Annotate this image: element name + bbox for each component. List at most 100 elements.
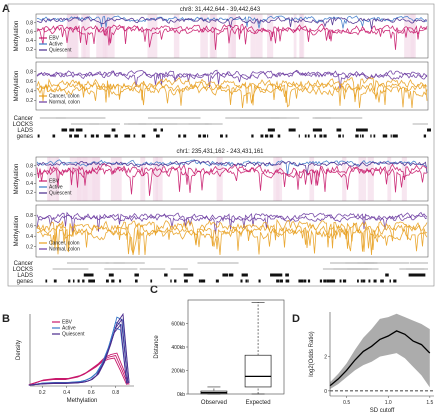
- r2-top-shade: [387, 157, 392, 201]
- r2-gene-block: [380, 279, 384, 283]
- r1-bottom-series-line: [36, 84, 428, 109]
- r2-gene-block: [319, 279, 323, 283]
- r1-top-shade: [96, 14, 106, 58]
- pd-ci-band: [330, 313, 430, 390]
- r1-gene-block: [251, 134, 254, 138]
- r1-lad-block: [69, 128, 75, 132]
- r1-gene-block: [114, 134, 118, 138]
- r1-top-shade: [293, 14, 297, 58]
- r1-top-series-line: [36, 23, 428, 46]
- r1-top-shade: [410, 14, 415, 58]
- r2-top-frame: [35, 156, 429, 202]
- panel-b: 0.2 0.4 0.6 0.8 Methylation Density EBVActiveQ…: [16, 312, 134, 404]
- r2-gene-block: [134, 279, 138, 283]
- r2-gene-block: [77, 279, 80, 283]
- r1-bottom-series-line: [36, 76, 428, 106]
- r1-top-shade: [83, 14, 90, 58]
- r1-gene-block: [220, 134, 223, 138]
- r2-bottom-frame: [35, 204, 429, 258]
- r1-gene-block: [392, 134, 395, 138]
- r1-gene-block: [74, 134, 77, 138]
- r2-gene-block: [303, 279, 307, 283]
- r2-bottom-ylabel: Methylation: [14, 216, 20, 247]
- r2-gene-block: [119, 279, 122, 283]
- r2-gene-block: [202, 279, 205, 283]
- r2-lad-block: [415, 273, 426, 277]
- r2-lad-block: [270, 273, 278, 277]
- r1-gene-block: [386, 134, 388, 138]
- r2-gene-block: [330, 279, 334, 283]
- r2-top-series-line: [36, 159, 428, 176]
- r2-lad-block: [385, 273, 389, 277]
- r1-bottom-ytick-label: 0.4: [26, 89, 33, 95]
- pd-xlabel: SD cutoff: [370, 408, 395, 414]
- r1-top-shade: [200, 14, 208, 58]
- r2-top-shade: [342, 157, 347, 201]
- r2-lad-block: [408, 273, 419, 277]
- r1-lad-block: [153, 128, 157, 132]
- r2-top-shade: [367, 157, 374, 201]
- r1-top-shade: [250, 14, 256, 58]
- r2-top-shade: [94, 157, 100, 201]
- r2-top-ytick-label: 0.2: [26, 190, 33, 196]
- r2-top-series-line: [36, 165, 428, 196]
- pc-ylabel: Distance: [154, 335, 160, 359]
- pb-xtick-label: 0.8: [112, 390, 119, 396]
- r1-gene-block: [423, 134, 427, 138]
- r1-gene-block: [338, 134, 341, 138]
- pd-xtick-label: 1.5: [426, 400, 433, 406]
- r1-track-label: LADS: [17, 128, 33, 134]
- r2-track-label: LOCKS: [13, 267, 33, 273]
- r1-gene-block: [390, 134, 392, 138]
- r1-bottom-ytick-label: 0.2: [26, 98, 33, 104]
- r2-bottom-series-line: [36, 226, 428, 256]
- r1-gene-block: [362, 134, 364, 138]
- r1-top-shade: [67, 14, 79, 58]
- pd-xtick-label: 0.5: [343, 400, 350, 406]
- r1-gene-block: [133, 134, 136, 138]
- r2-bottom-legend-label: Cancer, colon: [49, 241, 80, 247]
- r2-top-ytick-label: 0.4: [26, 181, 33, 187]
- r1-gene-block: [69, 134, 72, 138]
- r2-lad-block: [241, 273, 248, 277]
- r1-top-series-line: [36, 25, 428, 50]
- pb-legend-label: Quiescent: [62, 332, 85, 338]
- pc-box: [244, 354, 272, 388]
- r1-gene-block: [370, 134, 372, 138]
- r1-top-legend-label: EBV: [49, 36, 60, 42]
- panel-a-frame: [7, 3, 435, 287]
- r2-top-shade: [152, 157, 158, 201]
- r1-lad-block: [427, 128, 431, 132]
- r2-gene-block: [368, 279, 371, 283]
- r1-gene-block: [90, 134, 95, 138]
- r2-gene-block: [298, 279, 302, 283]
- r1-lad-block: [267, 128, 275, 132]
- r2-top-ytick-label: 0.6: [26, 172, 33, 178]
- pb-series-line: [31, 312, 130, 386]
- r2-gene-block: [258, 279, 261, 283]
- r2-gene-block: [285, 279, 287, 283]
- r2-gene-block: [150, 279, 153, 283]
- r1-top-ytick-label: 0.6: [26, 29, 33, 35]
- r2-gene-block: [326, 279, 330, 283]
- r2-gene-block: [184, 279, 187, 283]
- pd-xtick-label: 1.0: [385, 400, 392, 406]
- r1-gene-block: [264, 134, 269, 138]
- r1-gene-block: [304, 134, 307, 138]
- pc-ytick-label: 200kb: [171, 369, 185, 375]
- r1-gene-block: [360, 134, 362, 138]
- r1-top-shade: [231, 14, 236, 58]
- r2-gene-block: [111, 279, 115, 283]
- r1-gene-block: [393, 134, 397, 138]
- r2-gene-block: [380, 279, 383, 283]
- r1-gene-block: [382, 134, 386, 138]
- pb-legend-label: Active: [62, 326, 76, 332]
- pb-xlabel: Methylation: [67, 398, 98, 404]
- r1-gene-block: [355, 134, 359, 138]
- r1-gene-block: [84, 134, 87, 138]
- r2-gene-block: [307, 279, 310, 283]
- r1-top-shade: [299, 14, 305, 58]
- region2: 0.2 0.4 0.6 0.8 Methylation EBVActiveQuiescen…: [13, 156, 429, 285]
- r1-gene-block: [107, 134, 111, 138]
